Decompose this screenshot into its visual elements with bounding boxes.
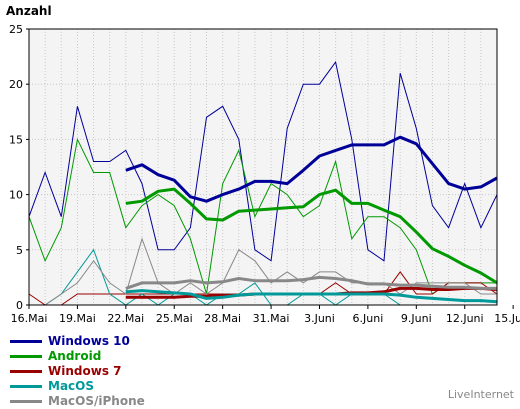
x-tick-label: 3.Juni xyxy=(304,312,335,325)
x-axis-ticks: 16.Mai 19.Mai 22.Mai 25.Mai 28.Mai 31.Mai 3.Ju… xyxy=(11,305,520,325)
average-line-android xyxy=(125,187,498,285)
x-tick-label: 16.Mai xyxy=(11,312,48,325)
y-tick-label: 5 xyxy=(16,244,23,257)
plot-background xyxy=(29,29,497,305)
legend-swatch xyxy=(10,370,42,373)
x-tick-label: 19.Mai xyxy=(59,312,96,325)
average-series-lines xyxy=(125,135,498,304)
x-tick-label: 6.Juni xyxy=(353,312,384,325)
x-tick-label: 28.Mai xyxy=(204,312,241,325)
daily-line-macos-iphone xyxy=(29,237,497,306)
legend-label: MacOS/iPhone xyxy=(48,394,145,408)
legend-label: MacOS xyxy=(48,379,94,393)
y-tick-label: 0 xyxy=(16,299,23,312)
x-tick-label: 12.Juni xyxy=(446,312,484,325)
legend-swatch xyxy=(10,400,42,403)
daily-line-windows-10 xyxy=(28,60,498,262)
plot-frame xyxy=(28,28,498,306)
y-axis-ticks: 0 5 10 15 20 25 xyxy=(9,23,29,312)
x-tick-label: 31.Mai xyxy=(253,312,290,325)
x-tick-label: 25.Mai xyxy=(156,312,193,325)
average-line-macos xyxy=(125,289,498,304)
grid xyxy=(29,29,497,305)
legend-swatch xyxy=(10,385,42,388)
y-tick-label: 10 xyxy=(9,189,23,202)
x-tick-label: 15.Juni xyxy=(494,312,520,325)
x-tick-label: 9.Juni xyxy=(401,312,432,325)
legend-label: Android xyxy=(48,349,102,363)
y-tick-label: 25 xyxy=(9,23,23,36)
legend-label: Windows 10 xyxy=(48,334,130,348)
average-line-macos-iphone xyxy=(125,275,497,290)
y-axis-label: Anzahl xyxy=(6,4,52,18)
y-tick-label: 20 xyxy=(9,78,23,91)
liveinternet-credit[interactable]: LiveInternet xyxy=(447,388,514,401)
y-tick-label: 15 xyxy=(9,133,23,146)
daily-line-android xyxy=(28,137,497,295)
legend-swatch xyxy=(10,355,42,358)
line-chart: 0 5 10 15 20 25 16.Mai 19.Mai 22.Mai 25.Mai 28.Ma… xyxy=(6,4,520,325)
average-line-windows-10 xyxy=(125,135,498,203)
legend-swatch xyxy=(10,340,42,343)
legend-label: Windows 7 xyxy=(48,364,122,378)
x-tick-label: 22.Mai xyxy=(107,312,144,325)
